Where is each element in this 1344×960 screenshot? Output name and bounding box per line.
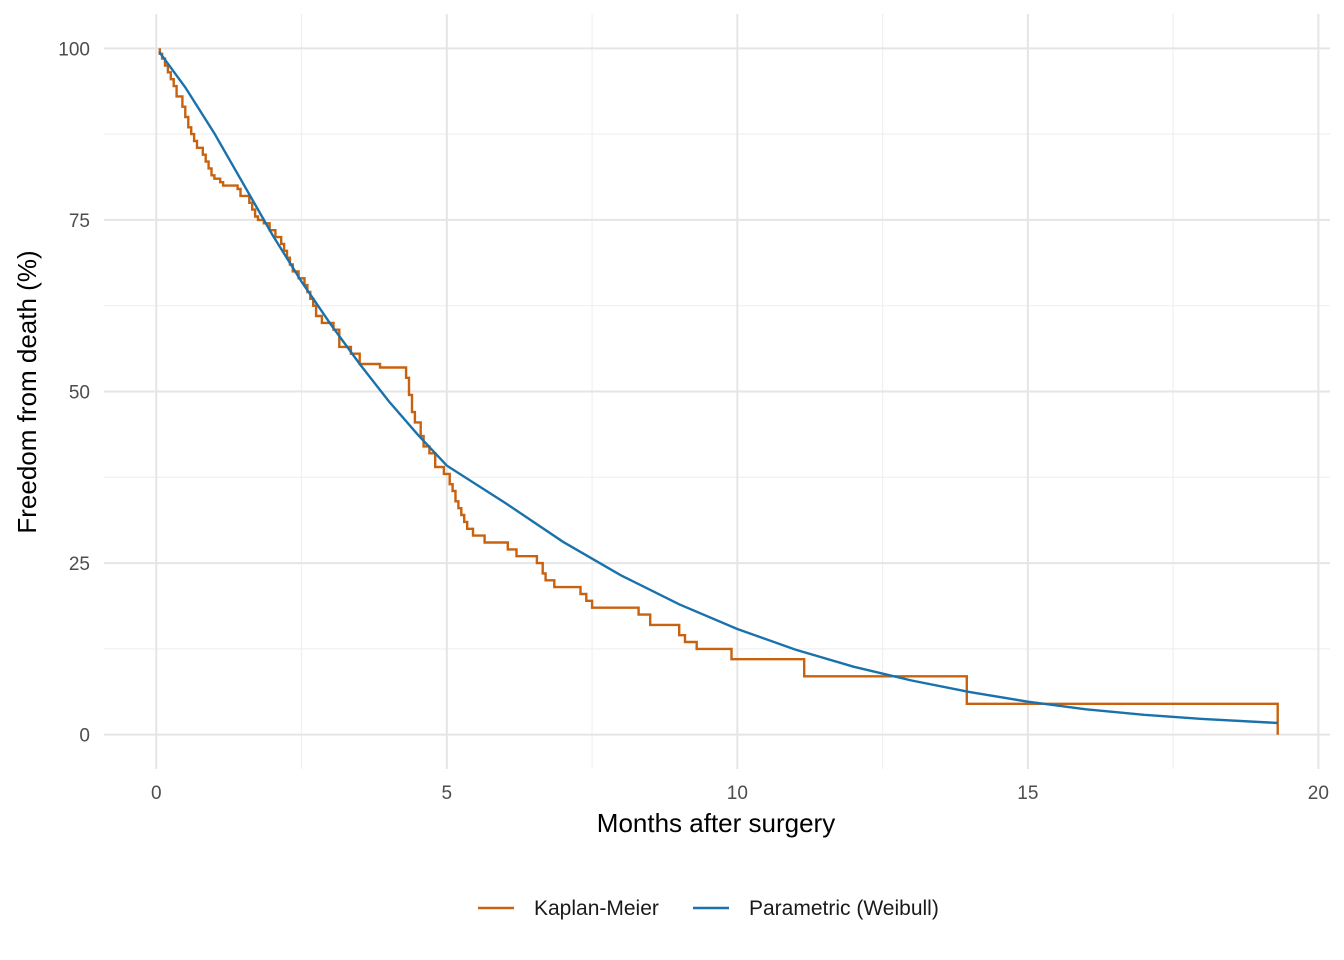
y-tick-label: 50 — [69, 383, 90, 404]
x-tick-label: 10 — [727, 783, 748, 804]
y-axis-ticks: 0 25 50 75 100 — [58, 39, 90, 746]
y-tick-label: 100 — [58, 39, 90, 60]
major-gridlines — [104, 14, 1330, 769]
x-tick-label: 20 — [1308, 783, 1329, 804]
x-tick-label: 0 — [151, 783, 162, 804]
x-axis-ticks: 0 5 10 15 20 — [151, 783, 1329, 804]
y-tick-label: 75 — [69, 211, 90, 232]
series-layer — [158, 48, 1279, 735]
y-tick-label: 25 — [69, 554, 90, 575]
legend-label-weibull: Parametric (Weibull) — [749, 897, 939, 920]
series-line-kaplan-meier — [158, 48, 1279, 735]
x-tick-label: 15 — [1017, 783, 1038, 804]
legend: Kaplan-Meier Parametric (Weibull) — [478, 897, 939, 920]
y-axis-title: Freedom from death (%) — [12, 250, 42, 533]
x-axis-title: Months after surgery — [597, 808, 835, 838]
y-tick-label: 0 — [79, 726, 90, 747]
legend-label-kaplan-meier: Kaplan-Meier — [534, 897, 659, 920]
series-line-weibull — [158, 51, 1278, 725]
x-tick-label: 5 — [442, 783, 453, 804]
